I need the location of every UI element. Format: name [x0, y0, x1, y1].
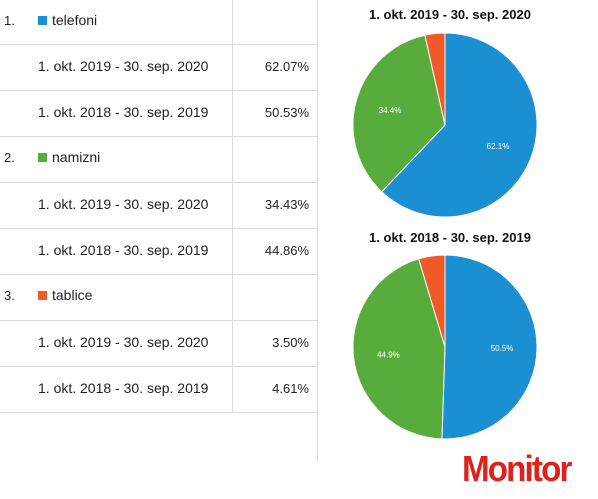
- pie-slice-tablice: [418, 254, 446, 348]
- period-label: 1. okt. 2018 - 30. sep. 2019: [38, 242, 209, 258]
- table-row: 1. okt. 2018 - 30. sep. 2019 50.53%: [0, 91, 318, 137]
- pie-slice-telefoni: [381, 32, 538, 218]
- period-label: 1. okt. 2019 - 30. sep. 2020: [38, 334, 209, 350]
- row-number: 1.: [4, 13, 15, 28]
- percent-value: 62.07%: [264, 59, 309, 74]
- percent-value: 4.61%: [272, 381, 309, 396]
- pie-chart: 50.5% 44.9%: [352, 254, 538, 440]
- pie-slice-label: 62.1%: [487, 142, 510, 151]
- table-row: 1. okt. 2019 - 30. sep. 2020 62.07%: [0, 45, 318, 91]
- data-table: 1. telefoni 1. okt. 2019 - 30. sep. 2020…: [0, 0, 318, 413]
- category-label: tablice: [52, 287, 93, 303]
- pie-slice-tablice: [424, 32, 446, 126]
- monitor-logo: Monitor: [462, 448, 572, 489]
- category-row: 3. tablice: [0, 275, 318, 321]
- percent-value: 44.86%: [264, 243, 309, 258]
- pie-slice-namizni: [352, 34, 446, 193]
- category-label: namizni: [52, 149, 101, 165]
- percent-value: 50.53%: [264, 105, 309, 120]
- percent-value: 3.50%: [272, 335, 309, 350]
- period-label: 1. okt. 2018 - 30. sep. 2019: [38, 104, 209, 120]
- category-row: 1. telefoni: [0, 0, 318, 45]
- period-label: 1. okt. 2018 - 30. sep. 2019: [38, 380, 209, 396]
- period-label: 1. okt. 2019 - 30. sep. 2020: [38, 58, 209, 74]
- pie-slice-label: 34.4%: [379, 106, 402, 115]
- row-number: 3.: [4, 288, 15, 303]
- pie-slice-label: 44.9%: [377, 350, 400, 359]
- table-row: 1. okt. 2018 - 30. sep. 2019 44.86%: [0, 229, 318, 275]
- chart-title: 1. okt. 2019 - 30. sep. 2020: [369, 7, 531, 22]
- pie-slice-namizni: [352, 258, 446, 440]
- category-row: 2. namizni: [0, 137, 318, 183]
- table-row: 1. okt. 2019 - 30. sep. 2020 34.43%: [0, 183, 318, 229]
- pie-chart: 62.1% 34.4%: [352, 32, 538, 218]
- table-divider: [317, 0, 318, 462]
- period-label: 1. okt. 2019 - 30. sep. 2020: [38, 196, 209, 212]
- legend-swatch: [38, 291, 47, 300]
- pie-slice-label: 50.5%: [491, 344, 514, 353]
- row-number: 2.: [4, 150, 15, 165]
- percent-value: 34.43%: [264, 197, 309, 212]
- table-row: 1. okt. 2018 - 30. sep. 2019 4.61%: [0, 367, 318, 413]
- legend-swatch: [38, 16, 47, 25]
- legend-swatch: [38, 153, 47, 162]
- chart-title: 1. okt. 2018 - 30. sep. 2019: [369, 230, 531, 245]
- table-row: 1. okt. 2019 - 30. sep. 2020 3.50%: [0, 321, 318, 367]
- pie-slice-telefoni: [441, 254, 538, 440]
- category-label: telefoni: [52, 12, 98, 28]
